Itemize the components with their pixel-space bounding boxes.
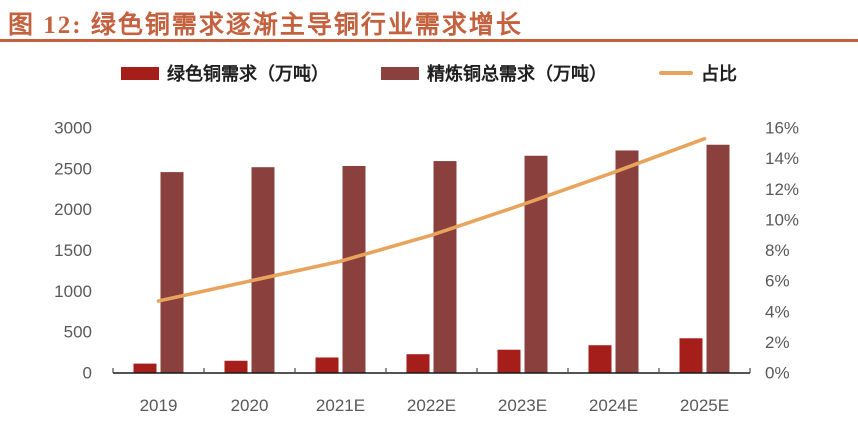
legend-swatch-refined-copper-icon — [381, 66, 419, 80]
y-axis-right-tick-label: 4% — [765, 302, 790, 321]
y-axis-left-tick-label: 500 — [64, 323, 92, 342]
x-axis-label-2021E: 2021E — [316, 396, 365, 415]
y-axis-left-tick-label: 1500 — [54, 241, 92, 260]
y-axis-left-tick-label: 2500 — [54, 159, 92, 178]
x-axis-label-2020: 2020 — [231, 396, 269, 415]
legend-item-ratio: 占比 — [659, 60, 737, 86]
x-axis-label-2024E: 2024E — [589, 396, 638, 415]
y-axis-right-tick-label: 12% — [765, 180, 799, 199]
bar-refined-copper-2025E — [706, 144, 730, 373]
bar-refined-copper-2022E — [433, 161, 457, 373]
legend-label-ratio: 占比 — [701, 64, 737, 84]
x-axis-label-2019: 2019 — [140, 396, 178, 415]
y-axis-left-tick-label: 2000 — [54, 200, 92, 219]
bar-refined-copper-2020 — [251, 167, 275, 373]
legend-item-refined-copper: 精炼铜总需求（万吨） — [381, 60, 607, 86]
bar-green-copper-2021E — [315, 357, 339, 373]
legend-item-green-copper: 绿色铜需求（万吨） — [121, 60, 329, 86]
bar-refined-copper-2024E — [615, 150, 639, 373]
bar-refined-copper-2019 — [160, 172, 184, 373]
bar-refined-copper-2023E — [524, 155, 548, 373]
bar-refined-copper-2021E — [342, 165, 366, 373]
legend-swatch-green-copper-icon — [121, 66, 159, 80]
bar-green-copper-2023E — [497, 349, 521, 373]
y-axis-right-tick-label: 8% — [765, 241, 790, 260]
bar-green-copper-2022E — [406, 354, 430, 373]
y-axis-right-tick-label: 2% — [765, 333, 790, 352]
bar-green-copper-2025E — [679, 338, 703, 373]
legend-label-green-copper: 绿色铜需求（万吨） — [167, 64, 329, 84]
ratio-line — [156, 136, 707, 303]
bar-green-copper-2024E — [588, 345, 612, 373]
figure-title: 图 12: 绿色铜需求逐渐主导铜行业需求增长 — [8, 12, 523, 39]
y-axis-left-tick-label: 3000 — [54, 119, 92, 138]
x-axis-label-2022E: 2022E — [407, 396, 456, 415]
y-axis-right-tick-label: 6% — [765, 272, 790, 291]
legend-line-ratio-icon — [659, 71, 693, 75]
bar-green-copper-2019 — [133, 363, 157, 373]
y-axis-right-tick-label: 0% — [765, 364, 790, 383]
title-underline — [0, 39, 858, 42]
y-axis-right-tick-label: 14% — [765, 149, 799, 168]
y-axis-right-tick-label: 16% — [765, 119, 799, 138]
x-axis-label-2025E: 2025E — [680, 396, 729, 415]
chart-legend: 绿色铜需求（万吨） 精炼铜总需求（万吨） 占比 — [0, 59, 858, 87]
y-axis-left-tick-label: 0 — [83, 364, 92, 383]
bar-green-copper-2020 — [224, 360, 248, 373]
x-axis-label-2023E: 2023E — [498, 396, 547, 415]
y-axis-left-tick-label: 1000 — [54, 282, 92, 301]
y-axis-right-tick-label: 10% — [765, 210, 799, 229]
legend-label-refined-copper: 精炼铜总需求（万吨） — [427, 64, 607, 84]
